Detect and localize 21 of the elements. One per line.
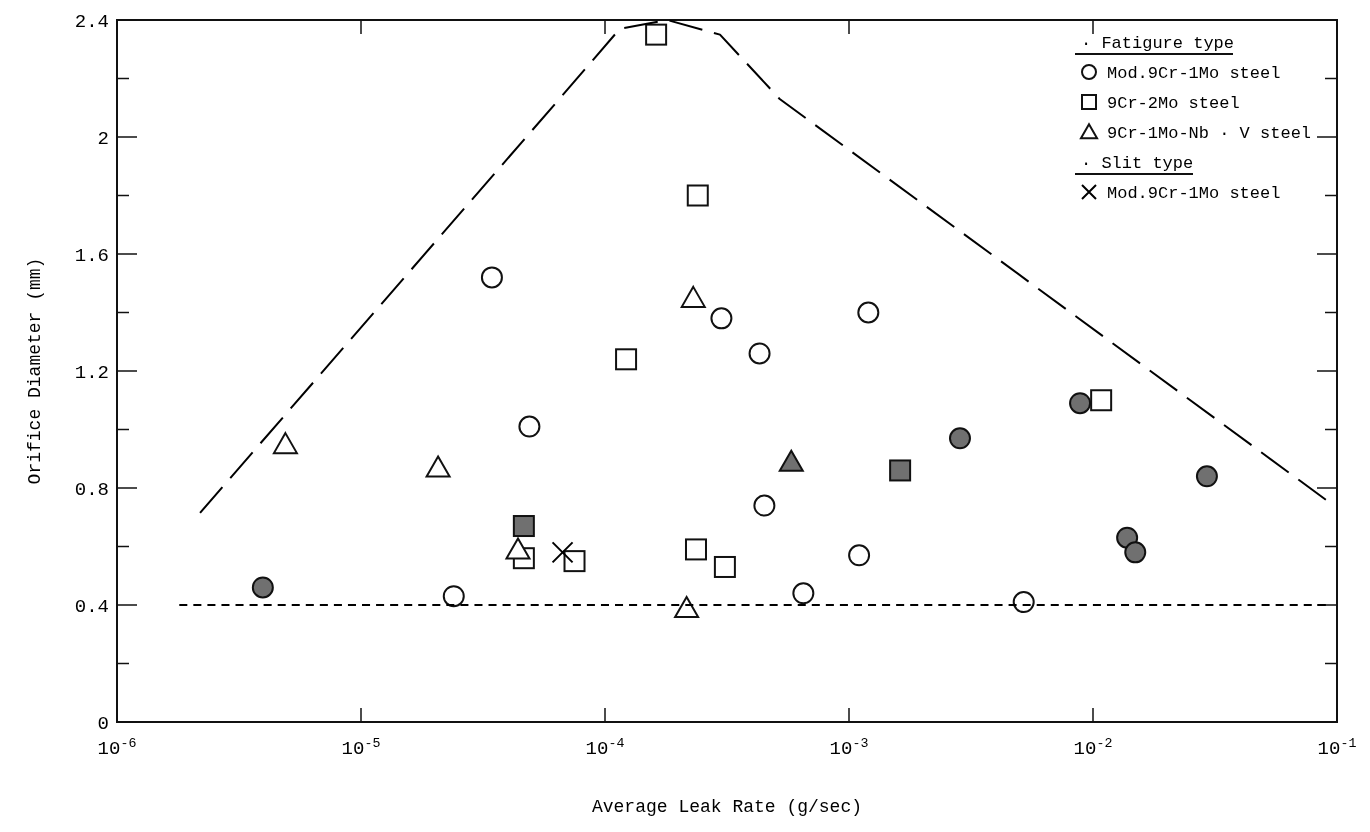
x-tick-label: 10$^{-3}$ xyxy=(829,735,869,760)
y-tick-label: 1.2 xyxy=(74,361,109,384)
x-axis-title: Average Leak Rate (g/sec) xyxy=(591,797,863,817)
annotation: · Slit type xyxy=(1081,154,1194,173)
legend-label: Mod.9Cr-1Mo steel xyxy=(1107,184,1281,203)
y-tick-label: 2.4 xyxy=(74,10,109,33)
y-tick-label: 0.8 xyxy=(74,478,109,501)
legend-label: 9Cr-1Mo-Nb · V steel xyxy=(1107,124,1312,143)
legend-title: · Fatigure type xyxy=(1081,34,1235,53)
legend-label: 9Cr-2Mo steel xyxy=(1107,94,1240,113)
y-tick-label: 2 xyxy=(97,127,109,150)
x-tick-label: 10$^{-2}$ xyxy=(1073,735,1113,760)
legend-label: Mod.9Cr-1Mo steel xyxy=(1107,64,1281,83)
x-tick-label: 10$^{-5}$ xyxy=(341,735,381,760)
x-tick-label: 10$^{-6}$ xyxy=(97,735,137,760)
y-axis-title: Orifice Diameter (mm) xyxy=(25,257,45,485)
x-tick-label: 10$^{-4}$ xyxy=(585,735,625,760)
x-tick-label: 10$^{-1}$ xyxy=(1317,735,1357,760)
y-tick-label: 0 xyxy=(97,712,109,735)
y-tick-label: 0.4 xyxy=(74,595,109,618)
y-tick-label: 1.6 xyxy=(74,244,109,267)
